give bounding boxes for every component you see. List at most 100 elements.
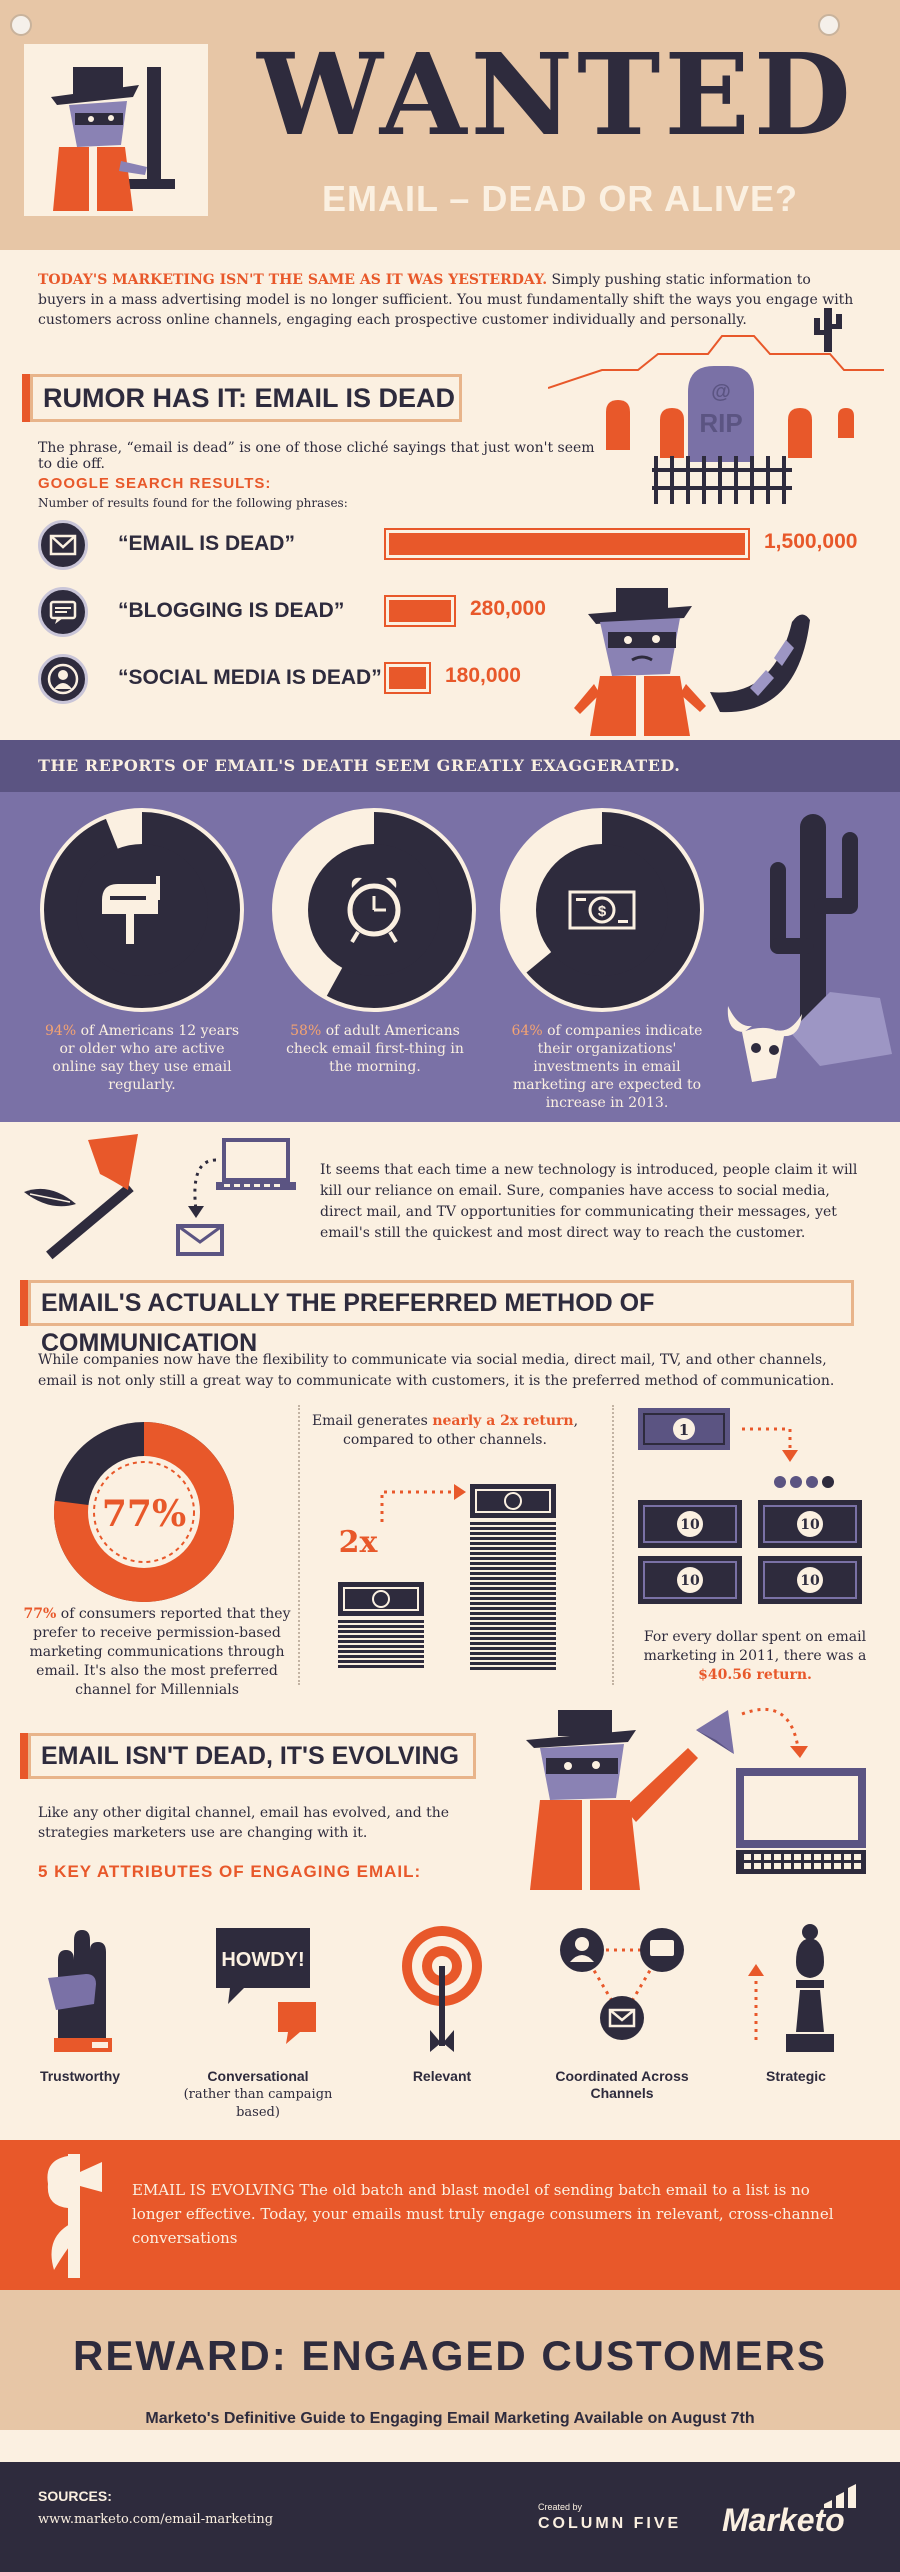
tech-paragraph: It seems that each time a new technology…	[320, 1162, 858, 1241]
axe-icon	[47, 2154, 102, 2278]
money-stack-line	[338, 1625, 424, 1628]
money-icon: $	[568, 890, 636, 930]
sources-link[interactable]: www.marketo.com/email-marketing	[38, 2512, 274, 2527]
marketo-logo: Marketo	[722, 2502, 845, 2538]
handshake-icon	[48, 1930, 112, 2052]
keyboard-key	[754, 1854, 761, 1860]
money-stack-line	[470, 1662, 556, 1665]
keyboard-key	[784, 1863, 791, 1869]
preference-caption: 77% of consumers reported that they pref…	[22, 1605, 292, 1700]
return-caption: Email generates nearly a 2x return, comp…	[310, 1412, 580, 1450]
donut-charts: $	[40, 808, 892, 1082]
preferred-paragraph: While companies now have the flexibility…	[38, 1352, 835, 1389]
money-stack-line	[470, 1647, 556, 1650]
stats-section: $ 94% of Americans 12 years or older who…	[0, 792, 900, 1122]
money-stack-line	[470, 1602, 556, 1605]
speech-bubbles-icon: HOWDY!	[216, 1928, 316, 2044]
one-dollar-bill: 1	[638, 1408, 730, 1450]
phrase-label: “BLOGGING IS DEAD”	[118, 599, 345, 622]
keyboard-key	[814, 1854, 821, 1860]
page-subtitle: EMAIL – DEAD OR ALIVE?	[321, 178, 799, 219]
raccoon-illustration	[574, 588, 810, 736]
user-icon	[38, 654, 88, 704]
money-stack-line	[470, 1592, 556, 1595]
evolving-band: EMAIL IS EVOLVING The old batch and blas…	[0, 2140, 900, 2290]
keyboard-key	[844, 1863, 851, 1869]
money-stack-line	[470, 1537, 556, 1540]
raccoon-at-computer-illustration	[24, 44, 208, 216]
graveyard-illustration: @ RIP	[548, 308, 884, 504]
result-value: 280,000	[470, 597, 546, 620]
evolving-heading: EMAIL ISN'T DEAD, IT'S EVOLVING	[28, 1733, 476, 1779]
intro-lead: TODAY'S MARKETING ISN'T THE SAME AS IT W…	[38, 272, 548, 288]
attribute-label: Conversational (rather than campaign base…	[178, 2068, 338, 2121]
keyboard-key	[774, 1863, 781, 1869]
attribute-coordinated: Coordinated Across Channels	[542, 1920, 702, 2110]
money-stack-line	[470, 1542, 556, 1545]
money-stack-line	[470, 1582, 556, 1585]
dollar-caption: For every dollar spent on email marketin…	[625, 1628, 885, 1685]
phrase-label: “EMAIL IS DEAD”	[118, 532, 295, 555]
exaggerated-heading: THE REPORTS OF EMAIL'S DEATH SEEM GREATL…	[38, 756, 681, 775]
bill-denomination: 10	[680, 1517, 700, 1533]
keyboard-key	[764, 1854, 771, 1860]
return-caption-post: , compared to other channels.	[343, 1413, 579, 1448]
attributes-heading: 5 KEY ATTRIBUTES OF ENGAGING EMAIL:	[38, 1862, 422, 1881]
stat-caption: 58% of adult Americans check email first…	[275, 1022, 475, 1076]
keyboard-key	[834, 1854, 841, 1860]
keyboard-key	[834, 1863, 841, 1869]
google-results-subtitle: Number of results found for the followin…	[38, 496, 348, 510]
money-stack-line	[338, 1665, 424, 1668]
money-stack-line	[338, 1620, 424, 1623]
attribute-label-text: Conversational	[207, 2068, 309, 2084]
attribute-label: Trustworthy	[39, 2068, 121, 2084]
preference-caption-lead: 77%	[23, 1606, 57, 1622]
attribute-label: Strategic	[766, 2068, 826, 2084]
keyboard-key	[774, 1854, 781, 1860]
page-title: WANTED	[257, 30, 855, 161]
speech-bubble-icon	[38, 587, 88, 637]
tombstone-rip-text: RIP	[699, 408, 742, 438]
chess-bishop-icon	[748, 1924, 834, 2052]
created-by-label: Created by	[538, 2502, 583, 2512]
axe-and-email-illustration	[24, 1134, 296, 1260]
attribute-relevant: Relevant	[362, 1920, 522, 2110]
phrase-label: “SOCIAL MEDIA IS DEAD”	[118, 666, 382, 689]
rumor-text: The phrase, “email is dead” is one of th…	[38, 440, 595, 472]
keyboard-key	[764, 1863, 771, 1869]
raccoon-sending-email-illustration	[526, 1708, 866, 1890]
attribute-trustworthy: Trustworthy	[0, 1920, 160, 2110]
phrase-row: “BLOGGING IS DEAD” 280,000	[38, 585, 778, 641]
money-stack-line	[338, 1645, 424, 1648]
bill-denomination: 10	[800, 1573, 820, 1589]
stat-caption: 64% of companies indicate their organiza…	[500, 1022, 714, 1112]
reward-section: REWARD: ENGAGED CUSTOMERS	[0, 2290, 900, 2430]
alarm-clock-icon	[347, 877, 401, 944]
evolving-paragraph: Like any other digital channel, email ha…	[38, 1805, 450, 1841]
ten-dollar-bill: 10	[638, 1500, 742, 1548]
dollar-bills-illustration: 1 10 10 10 10	[638, 1408, 862, 1604]
phrase-row: “EMAIL IS DEAD” 1,500,000	[38, 518, 857, 574]
money-stack-line	[338, 1650, 424, 1653]
keyboard-key	[794, 1854, 801, 1860]
target-icon	[402, 1926, 482, 2052]
money-stack-line	[470, 1667, 556, 1670]
money-stack-line	[470, 1577, 556, 1580]
stat-caption: 94% of Americans 12 years or older who a…	[42, 1022, 242, 1094]
attribute-sublabel: (rather than campaign based)	[183, 2087, 333, 2120]
attribute-strategic: Strategic	[716, 1920, 876, 2110]
preference-donut-chart: 77%	[54, 1422, 235, 1602]
attribute-label: Coordinated Across Channels	[555, 2068, 689, 2101]
money-stack-line	[470, 1557, 556, 1560]
money-stack-line	[470, 1552, 556, 1555]
return-caption-bold: nearly a 2x return	[432, 1413, 574, 1429]
footer: SOURCES: www.marketo.com/email-marketing…	[0, 2462, 900, 2572]
result-bar	[384, 662, 431, 694]
money-stack-line	[470, 1657, 556, 1660]
phrase-row: “SOCIAL MEDIA IS DEAD” 180,000	[38, 652, 778, 708]
keyboard-key	[804, 1863, 811, 1869]
envelope-icon	[38, 520, 88, 570]
money-stack-line	[470, 1642, 556, 1645]
attribute-label: Relevant	[412, 2068, 472, 2084]
network-icon	[560, 1928, 684, 2040]
